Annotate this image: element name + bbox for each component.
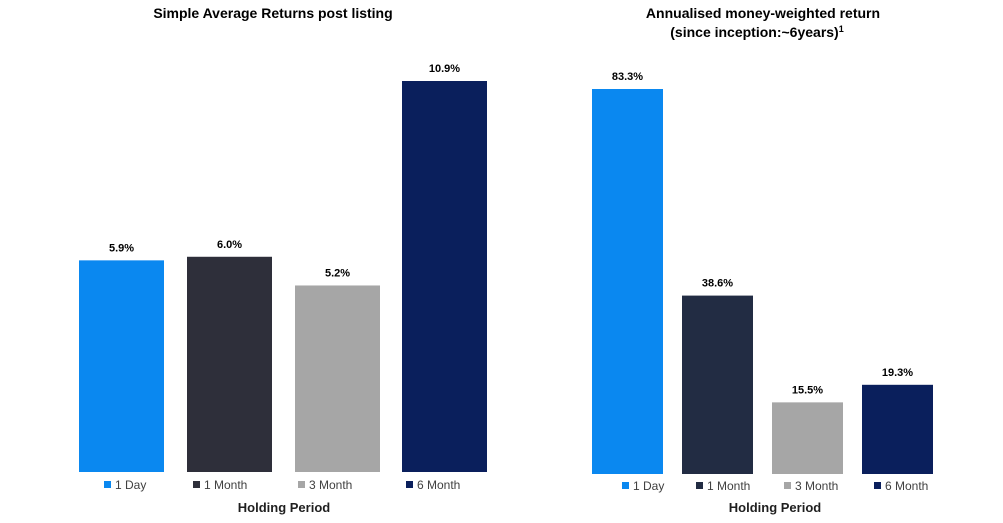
legend-swatch bbox=[104, 481, 111, 488]
legend-label: 6 Month bbox=[417, 478, 460, 492]
bar-1-day bbox=[79, 260, 164, 472]
value-label-group: 83.3% 38.6% 15.5% 19.3% bbox=[612, 71, 913, 396]
chart-title: Annualised money-weighted return bbox=[646, 5, 880, 21]
legend-swatch bbox=[406, 481, 413, 488]
data-label: 5.9% bbox=[109, 242, 134, 254]
data-label: 6.0% bbox=[217, 239, 242, 251]
legend-label: 3 Month bbox=[309, 478, 352, 492]
chart-simple-average-returns: Simple Average Returns post listing 5.9%… bbox=[79, 5, 487, 515]
bar-group bbox=[79, 81, 487, 472]
bar-1-month bbox=[187, 256, 272, 472]
x-axis-label: Holding Period bbox=[238, 500, 331, 515]
legend-swatch bbox=[622, 482, 629, 489]
x-axis-label: Holding Period bbox=[729, 500, 822, 515]
legend-swatch bbox=[696, 482, 703, 489]
bar-3-month bbox=[772, 402, 843, 474]
legend-swatch bbox=[874, 482, 881, 489]
chart-subtitle-superscript: 1 bbox=[839, 24, 844, 34]
chart-title: Simple Average Returns post listing bbox=[153, 5, 392, 21]
chart-subtitle-text: (since inception:~6years) bbox=[670, 24, 838, 40]
legend-label: 1 Day bbox=[633, 479, 664, 493]
data-label: 10.9% bbox=[429, 63, 460, 75]
value-label-group: 5.9% 6.0% 5.2% 10.9% bbox=[109, 63, 460, 279]
data-label: 38.6% bbox=[702, 278, 733, 290]
data-label: 15.5% bbox=[792, 384, 823, 396]
bar-6-month bbox=[402, 81, 487, 472]
legend-swatch bbox=[784, 482, 791, 489]
data-label: 19.3% bbox=[882, 367, 913, 379]
legend-label: 1 Day bbox=[115, 478, 146, 492]
bar-1-day bbox=[592, 89, 663, 474]
data-label: 83.3% bbox=[612, 71, 643, 83]
legend: 1 Day 1 Month 3 Month 6 Month bbox=[104, 478, 460, 492]
legend-label: 1 Month bbox=[707, 479, 750, 493]
legend-label: 1 Month bbox=[204, 478, 247, 492]
legend-label: 3 Month bbox=[795, 479, 838, 493]
bar-group bbox=[592, 89, 933, 474]
legend-swatch bbox=[193, 481, 200, 488]
legend: 1 Day 1 Month 3 Month 6 Month bbox=[622, 479, 928, 493]
bar-6-month bbox=[862, 384, 933, 474]
legend-label: 6 Month bbox=[885, 479, 928, 493]
bar-3-month bbox=[295, 285, 380, 472]
chart-subtitle: (since inception:~6years)1 bbox=[670, 24, 843, 40]
data-label: 5.2% bbox=[325, 267, 350, 279]
legend-swatch bbox=[298, 481, 305, 488]
chart-annualised-return: Annualised money-weighted return (since … bbox=[592, 5, 933, 515]
bar-1-month bbox=[682, 295, 753, 474]
